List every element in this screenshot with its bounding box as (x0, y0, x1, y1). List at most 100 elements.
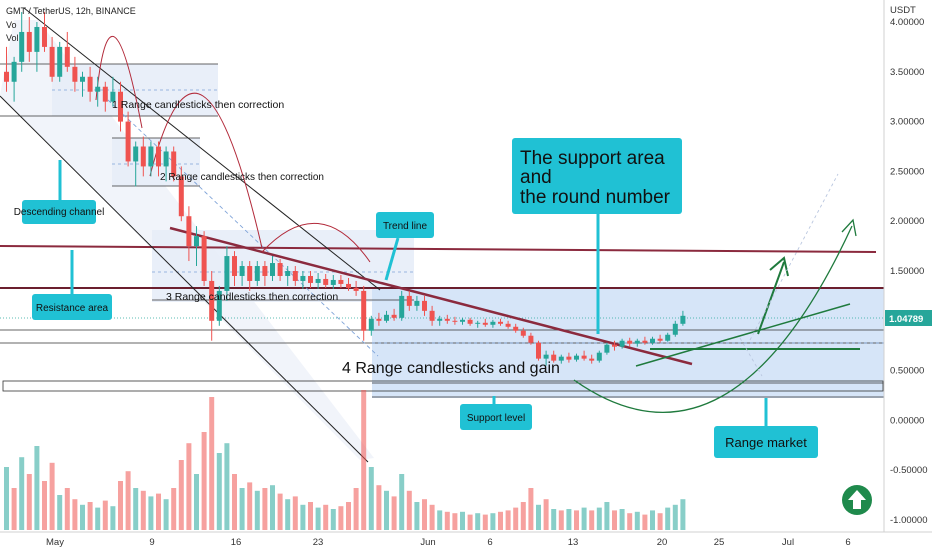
time-tick-label: 6 (487, 537, 492, 548)
candle-body (596, 352, 602, 361)
candle-body (627, 340, 633, 344)
volume-bar (368, 467, 374, 530)
volume-bar (110, 506, 116, 530)
trend-line-main (169, 226, 693, 366)
horizontal-levels (0, 63, 884, 398)
candle-body (361, 290, 367, 331)
candle-body (49, 46, 55, 77)
range4-label: 4 Range candlesticks and gain (342, 360, 560, 377)
support-level-label: Support level (467, 413, 525, 424)
candle-body (581, 355, 587, 359)
volume-bar (148, 496, 154, 530)
resistance-line-top (0, 245, 877, 253)
candle-body (42, 26, 47, 47)
volume-bar (19, 457, 25, 530)
volume-bar (581, 507, 587, 530)
volume-bar (292, 496, 298, 530)
range-market-arc (573, 225, 853, 413)
volume-bar (376, 485, 382, 530)
candle-body (140, 146, 146, 167)
volume-bar (384, 490, 389, 530)
price-tick-label: 3.00000 (890, 117, 924, 128)
candle-body (680, 315, 686, 324)
price-tick-label: 2.00000 (890, 216, 924, 227)
up-arrow-shaft (757, 261, 785, 335)
candle-body (4, 71, 9, 82)
candle-body (156, 146, 161, 167)
vol-label: Vol (6, 33, 19, 43)
callout-trend-pointer (384, 237, 400, 281)
volume-bar (285, 499, 291, 530)
candle-body (26, 31, 32, 52)
volume-bar (201, 432, 207, 530)
candle-body (308, 275, 313, 283)
candle-body (11, 61, 17, 82)
price-axis[interactable]: USDT 4.00000 3.50000 3.00000 2.50000 2.00000… (883, 0, 932, 532)
volume-bar (64, 488, 70, 530)
volume-bar (536, 504, 541, 530)
volume-bar (118, 481, 123, 530)
candle-body (482, 322, 488, 325)
price-tick-label: 2.50000 (890, 166, 924, 177)
candle-body (80, 76, 85, 82)
volume-bar (224, 443, 230, 530)
volume-bar (87, 502, 93, 530)
candle-body (376, 318, 382, 321)
volume-bar (277, 493, 283, 530)
time-tick-label: 9 (149, 537, 154, 548)
candle-body (87, 76, 93, 92)
volume-bar (42, 481, 47, 530)
candle-body (498, 321, 503, 324)
volume-bar (574, 510, 579, 530)
candle-body (232, 256, 237, 276)
callout-range-market (714, 426, 818, 458)
volume-bar (460, 511, 465, 530)
candle-body (216, 290, 222, 321)
resistance-area-label: Resistance area (36, 303, 109, 314)
candle-body (437, 318, 443, 321)
price-tick-label: 3.50000 (890, 67, 924, 78)
volume-bar (551, 509, 557, 530)
current-price-badge (885, 310, 932, 326)
range-market-label: Range market (725, 435, 807, 450)
volume-bar (589, 510, 595, 530)
volume-bar (414, 502, 420, 530)
arc-3 (261, 222, 371, 263)
range1-label: 1 Range candlesticks then correction (112, 99, 284, 111)
volume-bar (26, 474, 32, 530)
price-tick-label: 4.00000 (890, 17, 924, 28)
callout-support-round (512, 138, 682, 214)
projection-dashed (749, 173, 839, 341)
candle-body (475, 322, 481, 324)
left-support-box (2, 380, 884, 392)
candle-body (384, 314, 389, 321)
callouts: Descending channel Resistance area Trend… (14, 138, 818, 458)
candle-body (536, 342, 541, 359)
price-tick-label: 0.00000 (890, 415, 924, 426)
candle-body (528, 335, 534, 343)
volume-bar (657, 513, 663, 530)
range-labels: 1 Range candlesticks then correction 2 R… (112, 99, 560, 377)
candle-body (209, 280, 215, 321)
support-round-line3: the round number (520, 187, 671, 208)
candle-body (277, 263, 283, 276)
price-tick-label: 0.50000 (890, 366, 924, 377)
trend-drawings (0, 7, 857, 463)
volume-bar (406, 490, 412, 530)
time-tick-label: Jul (782, 537, 794, 548)
candle-body (467, 319, 473, 324)
candle-body (460, 319, 465, 322)
green-support-trend (635, 303, 851, 367)
volume-bar (194, 474, 199, 530)
arrow-up-icon (848, 490, 866, 509)
scroll-to-top-button[interactable] (842, 485, 872, 515)
candle-body (429, 310, 435, 321)
volume-bar (163, 499, 169, 530)
time-axis[interactable]: May 9 16 23 Jun 6 13 20 25 Jul 6 (0, 531, 932, 548)
volume-bar (467, 514, 473, 530)
volume-bar (49, 462, 55, 530)
candle-body (452, 320, 458, 322)
channel-upper (23, 7, 381, 291)
candle-body (224, 256, 230, 291)
price-tick-label: -0.50000 (890, 465, 928, 476)
